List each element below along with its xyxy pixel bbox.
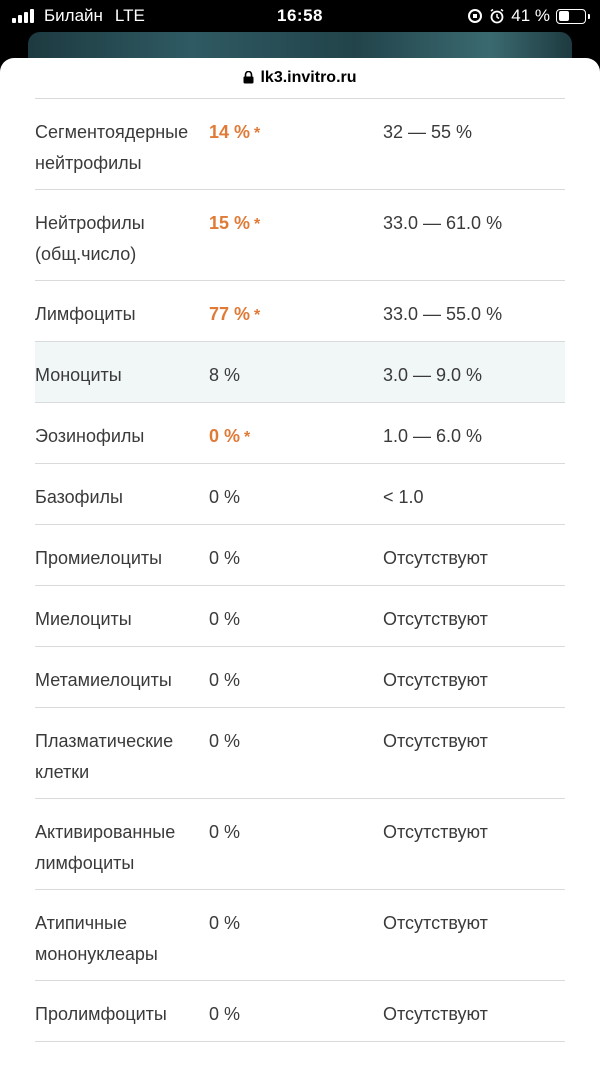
battery-percent: 41 % [511, 6, 550, 25]
result-value: 77 % [209, 304, 251, 324]
table-row: Лимфоциты 77 % * 33.0 — 55.0 % [35, 281, 565, 342]
browser-sheet: lk3.invitro.ru Сегментоядерные нейтрофил… [0, 58, 600, 1066]
result-value: 0 % [209, 548, 241, 568]
parameter-name: Эозинофилы [35, 426, 145, 446]
status-bar-right: 41 % [467, 6, 590, 26]
status-bar: Билайн LTE 16:58 41 % [0, 0, 600, 32]
reference-range: Отсутствуют [383, 548, 488, 568]
table-row: Пролимфоциты 0 % Отсутствуют [35, 981, 565, 1042]
reference-range: Отсутствуют [383, 609, 488, 629]
reference-range: Отсутствуют [383, 913, 488, 933]
result-cell: 14 % * [209, 117, 383, 189]
reference-range: 33.0 — 61.0 % [383, 213, 503, 233]
result-cell: 0 % [209, 726, 383, 798]
table-row: Метамиелоциты 0 % Отсутствуют [35, 647, 565, 708]
lock-icon [243, 70, 254, 83]
parameter-name: Промиелоциты [35, 548, 163, 568]
table-row: Активированные лимфоциты 0 % Отсутствуют [35, 799, 565, 890]
result-value: 0 % [209, 822, 241, 842]
parameter-name: Метамиелоциты [35, 670, 172, 690]
alarm-icon [490, 8, 504, 24]
url-bar[interactable]: lk3.invitro.ru [0, 58, 600, 98]
reference-range: 33.0 — 55.0 % [383, 304, 503, 324]
table-row: Базофилы 0 % < 1.0 [35, 464, 565, 525]
url-text: lk3.invitro.ru [260, 69, 357, 86]
result-cell: 0 % [209, 604, 383, 646]
parameter-name: Миелоциты [35, 609, 132, 629]
result-cell: 0 % * [209, 421, 383, 463]
table-row: Промиелоциты 0 % Отсутствуют [35, 525, 565, 586]
parameter-name: Плазматические клетки [35, 731, 174, 782]
carrier-name: Билайн [44, 6, 103, 25]
parameter-name: Нейтрофилы (общ.число) [35, 213, 145, 264]
parameter-name: Пролимфоциты [35, 1004, 167, 1024]
parameter-name: Атипичные мононуклеары [35, 913, 158, 964]
reference-range: Отсутствуют [383, 1004, 488, 1024]
results-table: Сегментоядерные нейтрофилы 14 % * 32 — 55 %… [35, 98, 565, 1042]
result-cell: 15 % * [209, 208, 383, 280]
clock: 16:58 [277, 6, 323, 25]
reference-range: < 1.0 [383, 487, 424, 507]
table-row: Эозинофилы 0 % * 1.0 — 6.0 % [35, 403, 565, 464]
result-value: 0 % [209, 487, 241, 507]
parameter-name: Активированные лимфоциты [35, 822, 176, 873]
table-row: Моноциты 8 % 3.0 — 9.0 % [35, 342, 565, 403]
result-value: 8 % [209, 365, 241, 385]
result-cell: 77 % * [209, 299, 383, 341]
result-cell: 0 % [209, 482, 383, 524]
reference-range: Отсутствуют [383, 822, 488, 842]
table-top-divider [35, 98, 565, 99]
abnormal-flag: * [254, 216, 261, 233]
reference-range: Отсутствуют [383, 670, 488, 690]
abnormal-flag: * [244, 429, 251, 446]
result-cell: 0 % [209, 817, 383, 889]
table-row: Атипичные мононуклеары 0 % Отсутствуют [35, 890, 565, 981]
network-type: LTE [114, 6, 145, 25]
reference-range: 32 — 55 % [383, 122, 473, 142]
result-cell: 8 % [209, 360, 383, 402]
orientation-lock-icon [468, 9, 483, 23]
reference-range: 1.0 — 6.0 % [383, 426, 483, 446]
result-cell: 0 % [209, 999, 383, 1041]
reference-range: 3.0 — 9.0 % [383, 365, 483, 385]
battery-icon [556, 8, 590, 24]
result-value: 0 % [209, 1004, 241, 1024]
result-value: 0 % [209, 913, 241, 933]
table-row: Нейтрофилы (общ.число) 15 % * 33.0 — 61.0 % [35, 190, 565, 281]
abnormal-flag: * [254, 307, 261, 324]
abnormal-flag: * [254, 125, 261, 142]
reference-range: Отсутствуют [383, 731, 488, 751]
result-value: 15 % [209, 213, 251, 233]
result-value: 14 % [209, 122, 251, 142]
result-value: 0 % [209, 426, 241, 446]
status-bar-left: Билайн LTE [12, 6, 145, 26]
result-value: 0 % [209, 731, 241, 751]
parameter-name: Сегментоядерные нейтрофилы [35, 122, 189, 173]
table-row: Миелоциты 0 % Отсутствуют [35, 586, 565, 647]
result-cell: 0 % [209, 908, 383, 980]
result-value: 0 % [209, 609, 241, 629]
parameter-name: Базофилы [35, 487, 123, 507]
result-cell: 0 % [209, 665, 383, 707]
parameter-name: Моноциты [35, 365, 122, 385]
signal-icon [12, 9, 34, 23]
result-value: 0 % [209, 670, 241, 690]
parameter-name: Лимфоциты [35, 304, 136, 324]
result-cell: 0 % [209, 543, 383, 585]
table-row: Сегментоядерные нейтрофилы 14 % * 32 — 55 % [35, 99, 565, 190]
table-row: Плазматические клетки 0 % Отсутствуют [35, 708, 565, 799]
